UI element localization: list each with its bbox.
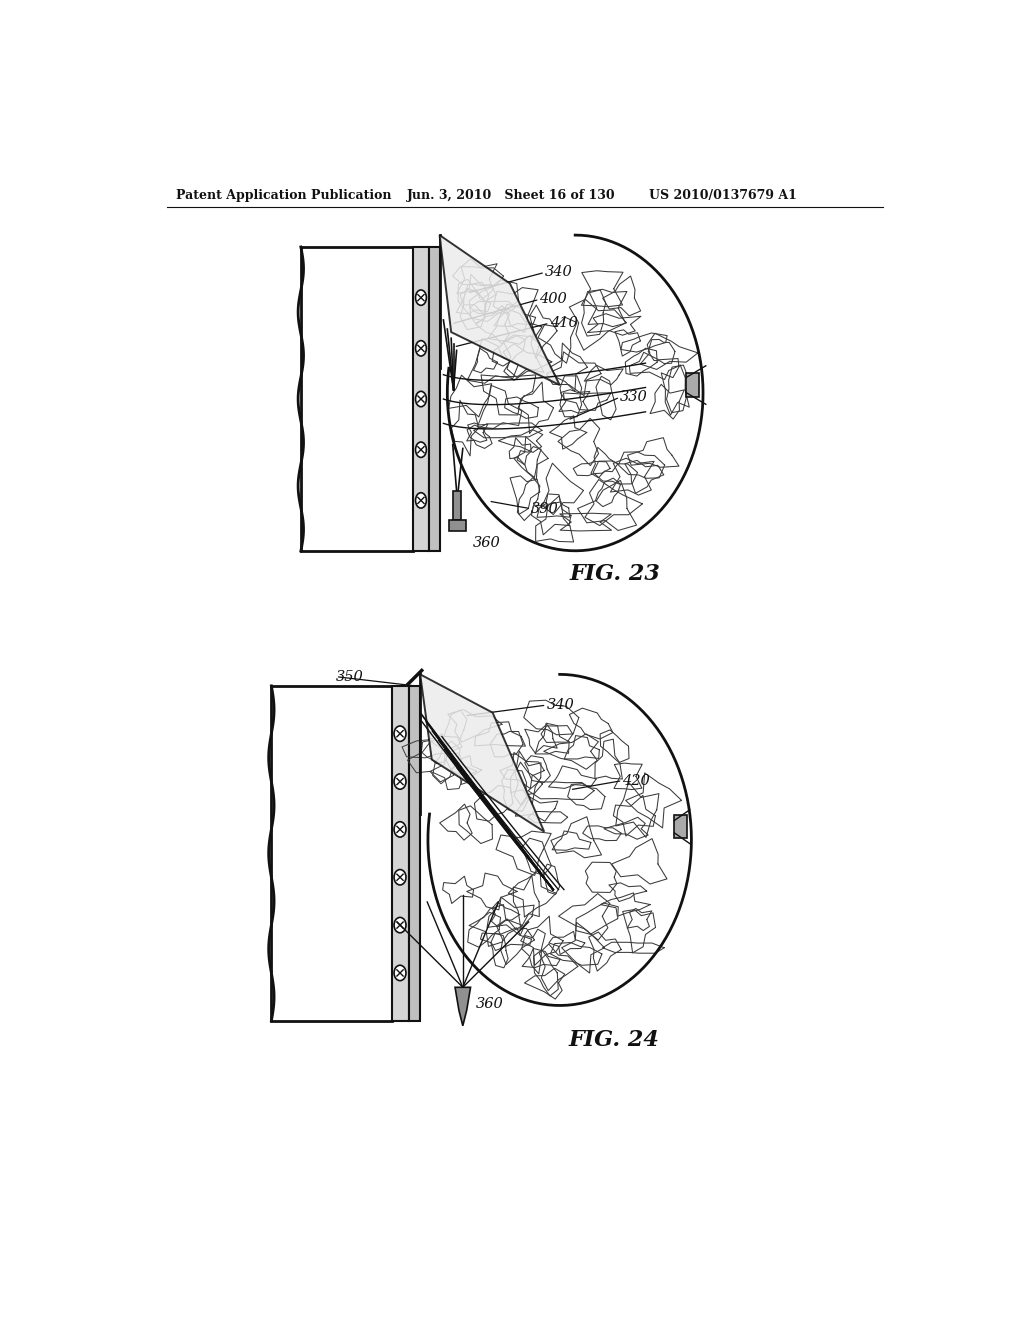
Ellipse shape [394,870,406,884]
Bar [429,247,439,552]
Bar [674,816,687,838]
Text: 330: 330 [621,391,648,404]
Text: 400: 400 [540,292,567,306]
Text: 340: 340 [547,698,574,711]
Bar [453,491,461,520]
Ellipse shape [416,442,426,458]
Ellipse shape [394,821,406,837]
Ellipse shape [394,917,406,933]
Ellipse shape [416,391,426,407]
Bar [391,686,409,1020]
Ellipse shape [394,774,406,789]
Ellipse shape [416,341,426,356]
Bar [686,374,698,396]
Polygon shape [439,235,560,385]
Bar [409,686,420,1020]
Ellipse shape [416,492,426,508]
Ellipse shape [394,726,406,742]
Text: 410: 410 [550,317,578,330]
Text: US 2010/0137679 A1: US 2010/0137679 A1 [649,189,797,202]
Text: 360: 360 [473,536,501,550]
Text: 350: 350 [336,669,364,684]
Polygon shape [420,675,544,832]
Ellipse shape [416,290,426,305]
Text: 340: 340 [545,265,572,280]
Text: 360: 360 [476,997,504,1011]
Text: FIG. 24: FIG. 24 [568,1028,659,1051]
Ellipse shape [394,965,406,981]
Text: 420: 420 [623,774,650,788]
Text: Patent Application Publication: Patent Application Publication [176,189,391,202]
Bar [449,520,466,531]
Polygon shape [455,987,471,1026]
Bar [271,686,391,1020]
Bar [301,247,414,552]
Text: Jun. 3, 2010   Sheet 16 of 130: Jun. 3, 2010 Sheet 16 of 130 [407,189,615,202]
Text: 390: 390 [531,502,559,516]
Text: FIG. 23: FIG. 23 [569,562,660,585]
Bar [414,247,429,552]
